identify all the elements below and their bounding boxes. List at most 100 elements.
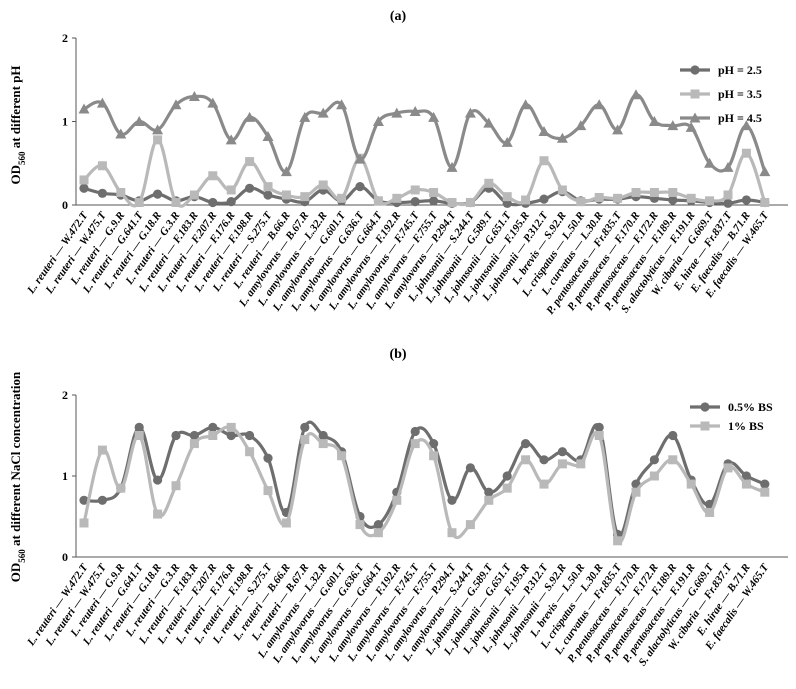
panel-b-ylabel-sub: 560 xyxy=(17,549,27,563)
data-point xyxy=(189,190,199,200)
data-point xyxy=(502,192,512,202)
data-point xyxy=(244,111,256,122)
data-point xyxy=(245,183,255,193)
data-point xyxy=(447,528,457,538)
panel-b-ylabel: OD560 at different NaCl concentration xyxy=(8,371,27,582)
y-tick-label: 2 xyxy=(62,388,68,402)
panel-b-x-tick-labels: L. reuteri — W.472.TL. reuteri — W.475.T… xyxy=(25,561,772,669)
data-point xyxy=(153,509,163,519)
series-line-3 xyxy=(83,93,767,174)
data-point xyxy=(263,190,273,200)
data-point xyxy=(594,422,604,432)
data-point xyxy=(686,479,696,489)
data-point xyxy=(429,451,439,461)
legend-marker xyxy=(700,402,710,412)
data-point xyxy=(263,486,273,496)
data-point xyxy=(575,120,587,131)
data-point xyxy=(392,495,402,505)
data-point xyxy=(355,182,365,192)
panel-a-ylabel: OD560 at different pH xyxy=(8,65,27,184)
data-point xyxy=(337,193,347,203)
data-point xyxy=(429,439,439,449)
data-point xyxy=(668,187,678,197)
y-tick-label: 1 xyxy=(62,115,68,129)
legend-marker xyxy=(690,65,700,75)
data-point xyxy=(171,197,181,207)
data-point xyxy=(649,455,660,465)
data-point xyxy=(521,439,531,449)
legend-label: 1% BS xyxy=(728,419,764,433)
data-point xyxy=(226,185,236,195)
data-point xyxy=(484,495,494,505)
data-point xyxy=(429,196,439,206)
panel-a-ylabel-main: OD xyxy=(8,165,23,185)
data-point xyxy=(685,121,697,132)
data-point xyxy=(152,124,164,135)
data-point xyxy=(373,520,383,530)
data-point xyxy=(97,445,107,455)
data-point xyxy=(134,431,144,440)
data-point xyxy=(153,475,163,485)
data-point xyxy=(741,471,752,481)
data-point xyxy=(760,487,770,497)
data-point xyxy=(116,483,126,493)
panel-a-legend: pH = 2.5 pH = 3.5 pH = 4.5 xyxy=(680,63,762,125)
data-point xyxy=(373,196,383,206)
series-line-2 xyxy=(82,138,767,208)
data-point xyxy=(429,187,439,197)
data-point xyxy=(556,132,568,143)
y-tick-label: 0 xyxy=(62,550,68,564)
data-point xyxy=(723,198,733,208)
data-point xyxy=(409,105,421,116)
data-point xyxy=(300,422,310,432)
data-point xyxy=(318,439,328,449)
data-point xyxy=(613,536,623,546)
data-point xyxy=(79,495,89,505)
panel-b-label: (b) xyxy=(389,347,406,362)
data-point xyxy=(391,107,403,118)
data-point xyxy=(446,161,458,172)
data-point xyxy=(245,157,255,167)
data-point xyxy=(631,487,641,497)
data-point xyxy=(79,183,89,193)
data-point xyxy=(318,180,328,190)
data-point xyxy=(226,197,236,207)
panel-a-series xyxy=(78,89,771,208)
data-point xyxy=(337,451,347,461)
data-point xyxy=(354,153,366,164)
data-point xyxy=(502,471,512,481)
data-point xyxy=(300,435,310,445)
data-point xyxy=(649,471,659,481)
data-point xyxy=(705,196,715,206)
data-point xyxy=(722,161,734,172)
data-point xyxy=(557,185,567,195)
data-point xyxy=(225,134,237,145)
panel-b-ylabel-main: OD xyxy=(8,563,23,583)
data-point xyxy=(741,148,751,158)
data-point xyxy=(538,126,550,137)
data-point xyxy=(188,90,200,101)
data-point xyxy=(576,197,586,207)
data-point xyxy=(521,455,531,465)
data-point xyxy=(410,426,420,437)
legend-label: pH = 4.5 xyxy=(718,111,762,125)
data-point xyxy=(649,187,659,197)
panel-b-legend: 0.5% BS 1% BS xyxy=(690,400,773,433)
data-point xyxy=(502,483,512,493)
data-point xyxy=(612,124,624,135)
data-point xyxy=(245,430,255,441)
data-point xyxy=(723,463,733,473)
data-point xyxy=(262,131,274,142)
data-point xyxy=(484,487,494,497)
data-point xyxy=(539,455,549,465)
data-point xyxy=(465,520,475,530)
data-point xyxy=(208,171,218,181)
data-point xyxy=(521,195,531,205)
data-point xyxy=(501,136,513,147)
y-tick-label: 0 xyxy=(62,198,68,212)
data-point xyxy=(153,135,163,145)
data-point xyxy=(153,189,163,199)
data-point xyxy=(668,430,678,441)
data-point xyxy=(280,166,292,177)
